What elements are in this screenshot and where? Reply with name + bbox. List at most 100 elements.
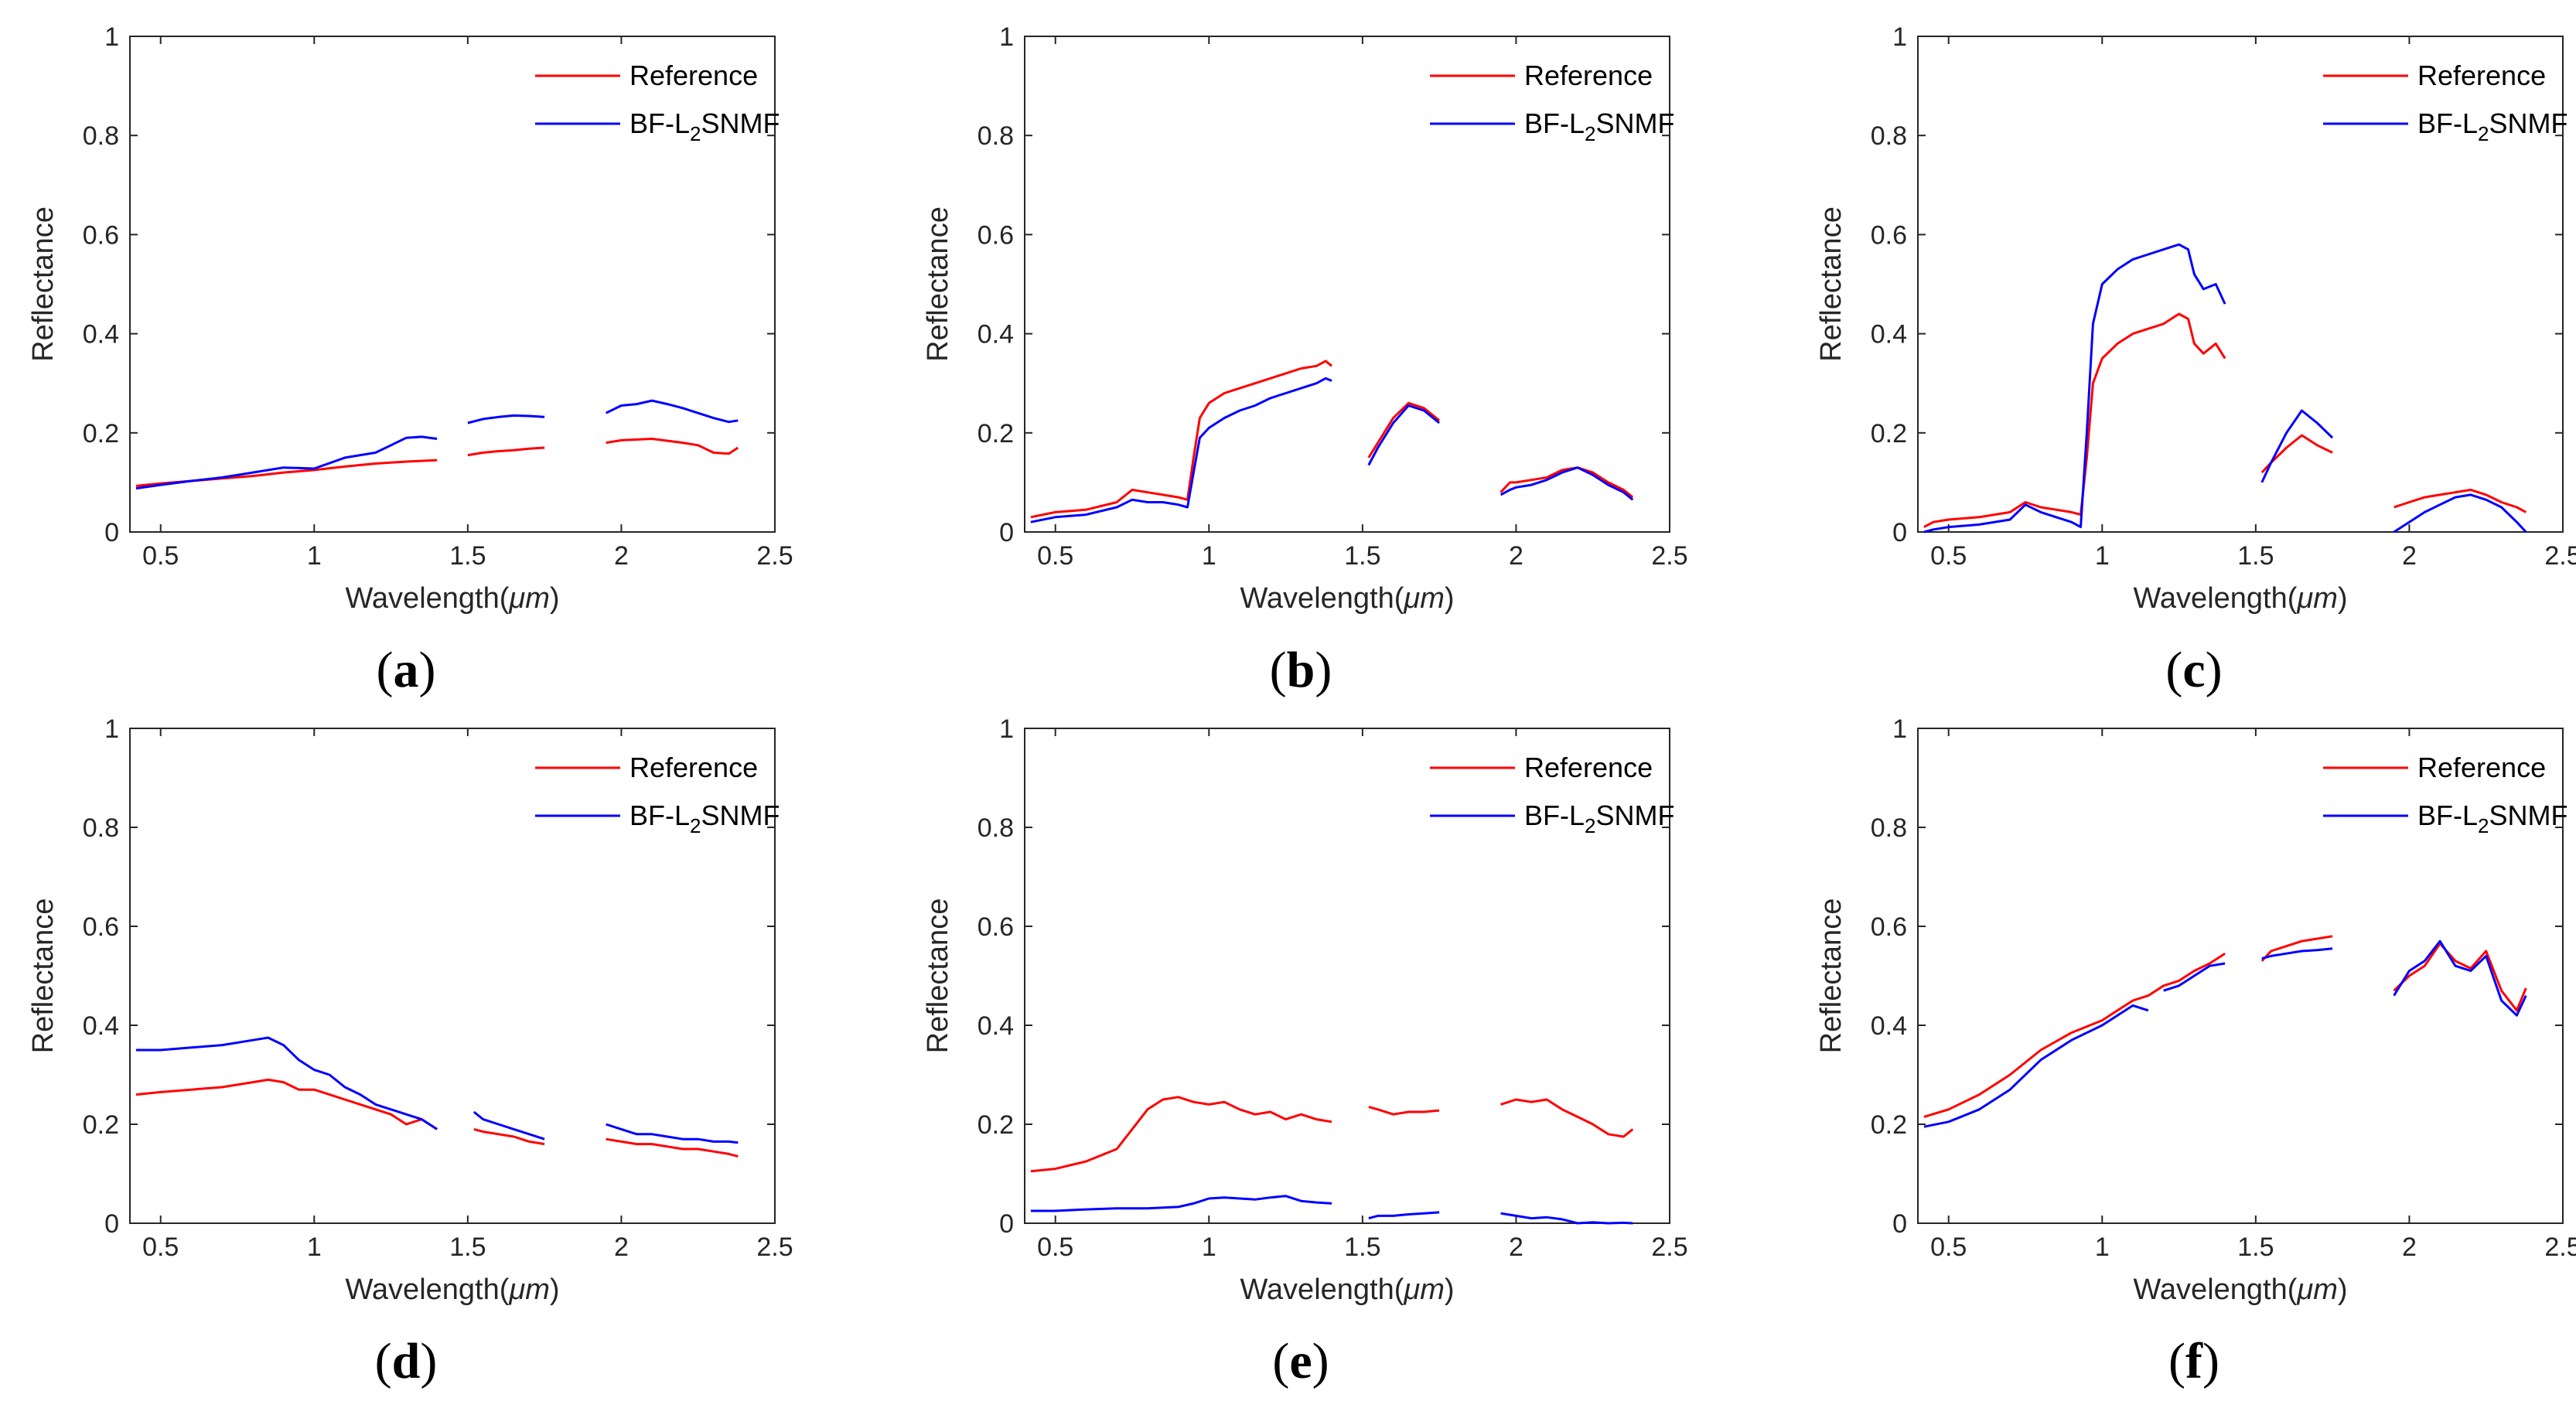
legend-reference-label: Reference [2417, 60, 2546, 91]
legend-label-subscript: 2 [2478, 814, 2489, 837]
bf-l2snmf-line-segment [135, 435, 438, 490]
legend-bf-l2snmf-label: BF-L2SNMF [629, 800, 780, 837]
x-tick-label: 2 [2402, 1233, 2417, 1262]
chart-panel-a: 0.5 1 1.5 2 2.5 0 0.2 0.4 0.6 0.8 1 Wavelength(μm) R… [27, 22, 793, 698]
y-tick-label: 0.4 [1871, 1011, 1907, 1041]
reference-line-segment [1500, 1098, 1634, 1138]
x-tick-label: 1 [1202, 541, 1216, 571]
y-axis-label: Reflectance [922, 898, 954, 1054]
y-tick-label: 0.2 [1871, 1110, 1907, 1140]
reference-line-segment [606, 438, 739, 455]
x-tick-label: 2.5 [2544, 541, 2576, 571]
x-tick-label: 0.5 [142, 541, 179, 571]
legend-label-suffix: SNMF [1595, 107, 1674, 139]
x-axis-label-close: ) [550, 1274, 560, 1306]
x-axis-label-close: ) [2338, 582, 2348, 615]
legend: Reference BF-L2SNMF [1430, 752, 1674, 837]
y-tick-label: 0.8 [83, 121, 119, 151]
reference-line-segment [1500, 466, 1634, 499]
x-tick-label: 2.5 [1651, 541, 1687, 571]
legend: Reference BF-L2SNMF [535, 60, 780, 145]
reference-line-segment [1030, 1096, 1332, 1173]
reference-line-segment [1923, 952, 2226, 1118]
x-axis-label: Wavelength(μm) [1240, 1274, 1454, 1306]
panel-caption-open: ( [1272, 1333, 1289, 1389]
x-axis-label-unit: μm [508, 1274, 549, 1306]
series-reference [1030, 1096, 1634, 1173]
panel-caption: (a) [377, 642, 436, 698]
bf-l2snmf-line-segment [1030, 377, 1332, 523]
panel-caption: (c) [2165, 642, 2222, 698]
legend-bf-l2snmf-label: BF-L2SNMF [2417, 107, 2567, 145]
x-axis-label-close: ) [550, 582, 560, 615]
plot-box [1024, 36, 1670, 533]
x-axis-label-main: Wavelength( [345, 1274, 509, 1306]
y-tick-label: 0.8 [978, 813, 1014, 843]
x-axis-label-close: ) [1445, 1274, 1455, 1306]
panel-caption: (d) [375, 1333, 438, 1389]
legend-reference-label: Reference [1524, 60, 1653, 91]
x-axis-label-main: Wavelength( [2133, 582, 2297, 615]
legend-bf-l2snmf-label: BF-L2SNMF [1524, 107, 1674, 145]
panel-caption-close: ) [2206, 642, 2223, 698]
x-axis-label-unit: μm [1403, 1274, 1444, 1306]
x-tick-label: 0.5 [1037, 1233, 1073, 1262]
legend-reference-label: Reference [2417, 752, 2546, 783]
panel-caption-open: ( [375, 1333, 392, 1389]
x-axis-label-close: ) [2338, 1274, 2348, 1306]
x-tick-label: 2.5 [756, 541, 793, 571]
x-tick-label: 2 [1509, 1233, 1523, 1262]
panel-caption-open: ( [377, 642, 394, 698]
y-tick-label: 0 [999, 1209, 1014, 1239]
chart-panel-b: 0.5 1 1.5 2 2.5 0 0.2 0.4 0.6 0.8 1 Wavelength(μm) R… [922, 22, 1688, 698]
x-tick-label: 1 [2095, 541, 2110, 571]
x-tick-label: 1.5 [449, 1233, 486, 1262]
x-axis-label: Wavelength(μm) [1240, 582, 1454, 615]
panel-caption-open: ( [1270, 642, 1287, 698]
legend-label-subscript: 2 [690, 122, 701, 145]
x-tick-label: 2 [614, 1233, 629, 1262]
y-tick-label: 1 [104, 714, 119, 744]
plot-box [1917, 36, 2564, 533]
legend-label-subscript: 2 [2478, 122, 2489, 145]
series-bf-l2snmf [1923, 243, 2527, 534]
reference-line-segment [467, 446, 545, 457]
legend-label-suffix: SNMF [2489, 107, 2567, 139]
chart-panel-f: 0.5 1 1.5 2 2.5 0 0.2 0.4 0.6 0.8 1 Wavelength(μm) R… [1815, 714, 2576, 1389]
legend-label-prefix: BF-L [1524, 800, 1585, 831]
bf-l2snmf-line-segment [1368, 1211, 1440, 1220]
panel-caption-close: ) [1315, 642, 1332, 698]
bf-l2snmf-line-segment [1367, 404, 1441, 466]
x-tick-label: 2.5 [1651, 1233, 1687, 1262]
reference-line-segment [1367, 401, 1441, 459]
x-tick-label: 1 [307, 541, 322, 571]
x-tick-label: 2 [614, 541, 629, 571]
reference-line-segment [135, 1078, 438, 1130]
y-tick-label: 0.8 [83, 813, 119, 843]
series-reference [135, 438, 739, 487]
legend-reference-label: Reference [629, 752, 758, 783]
plot-box [129, 36, 776, 533]
y-axis-label: Reflectance [27, 898, 60, 1054]
x-tick-label: 1.5 [2237, 1233, 2274, 1262]
x-axis-label-main: Wavelength( [1240, 1274, 1404, 1306]
x-axis-label-main: Wavelength( [1240, 582, 1404, 615]
series-bf-l2snmf [1923, 939, 2527, 1128]
plot-box [129, 728, 776, 1224]
series-reference [135, 1078, 739, 1158]
x-tick-label: 0.5 [1037, 541, 1073, 571]
panel-caption-close: ) [2202, 1333, 2219, 1389]
reference-line-segment [606, 1137, 739, 1158]
series-reference [1923, 935, 2527, 1118]
x-tick-label: 0.5 [142, 1233, 179, 1262]
x-tick-label: 1.5 [1344, 1233, 1380, 1262]
panel-caption: (b) [1270, 642, 1332, 698]
x-tick-label: 0.5 [1930, 1233, 1967, 1262]
y-tick-label: 1 [1892, 22, 1907, 52]
series-reference [1030, 360, 1634, 519]
y-axis-label: Reflectance [27, 206, 60, 362]
y-tick-label: 0.4 [978, 320, 1014, 349]
panel-caption-letter: c [2182, 642, 2205, 698]
x-tick-label: 2.5 [2544, 1233, 2576, 1262]
